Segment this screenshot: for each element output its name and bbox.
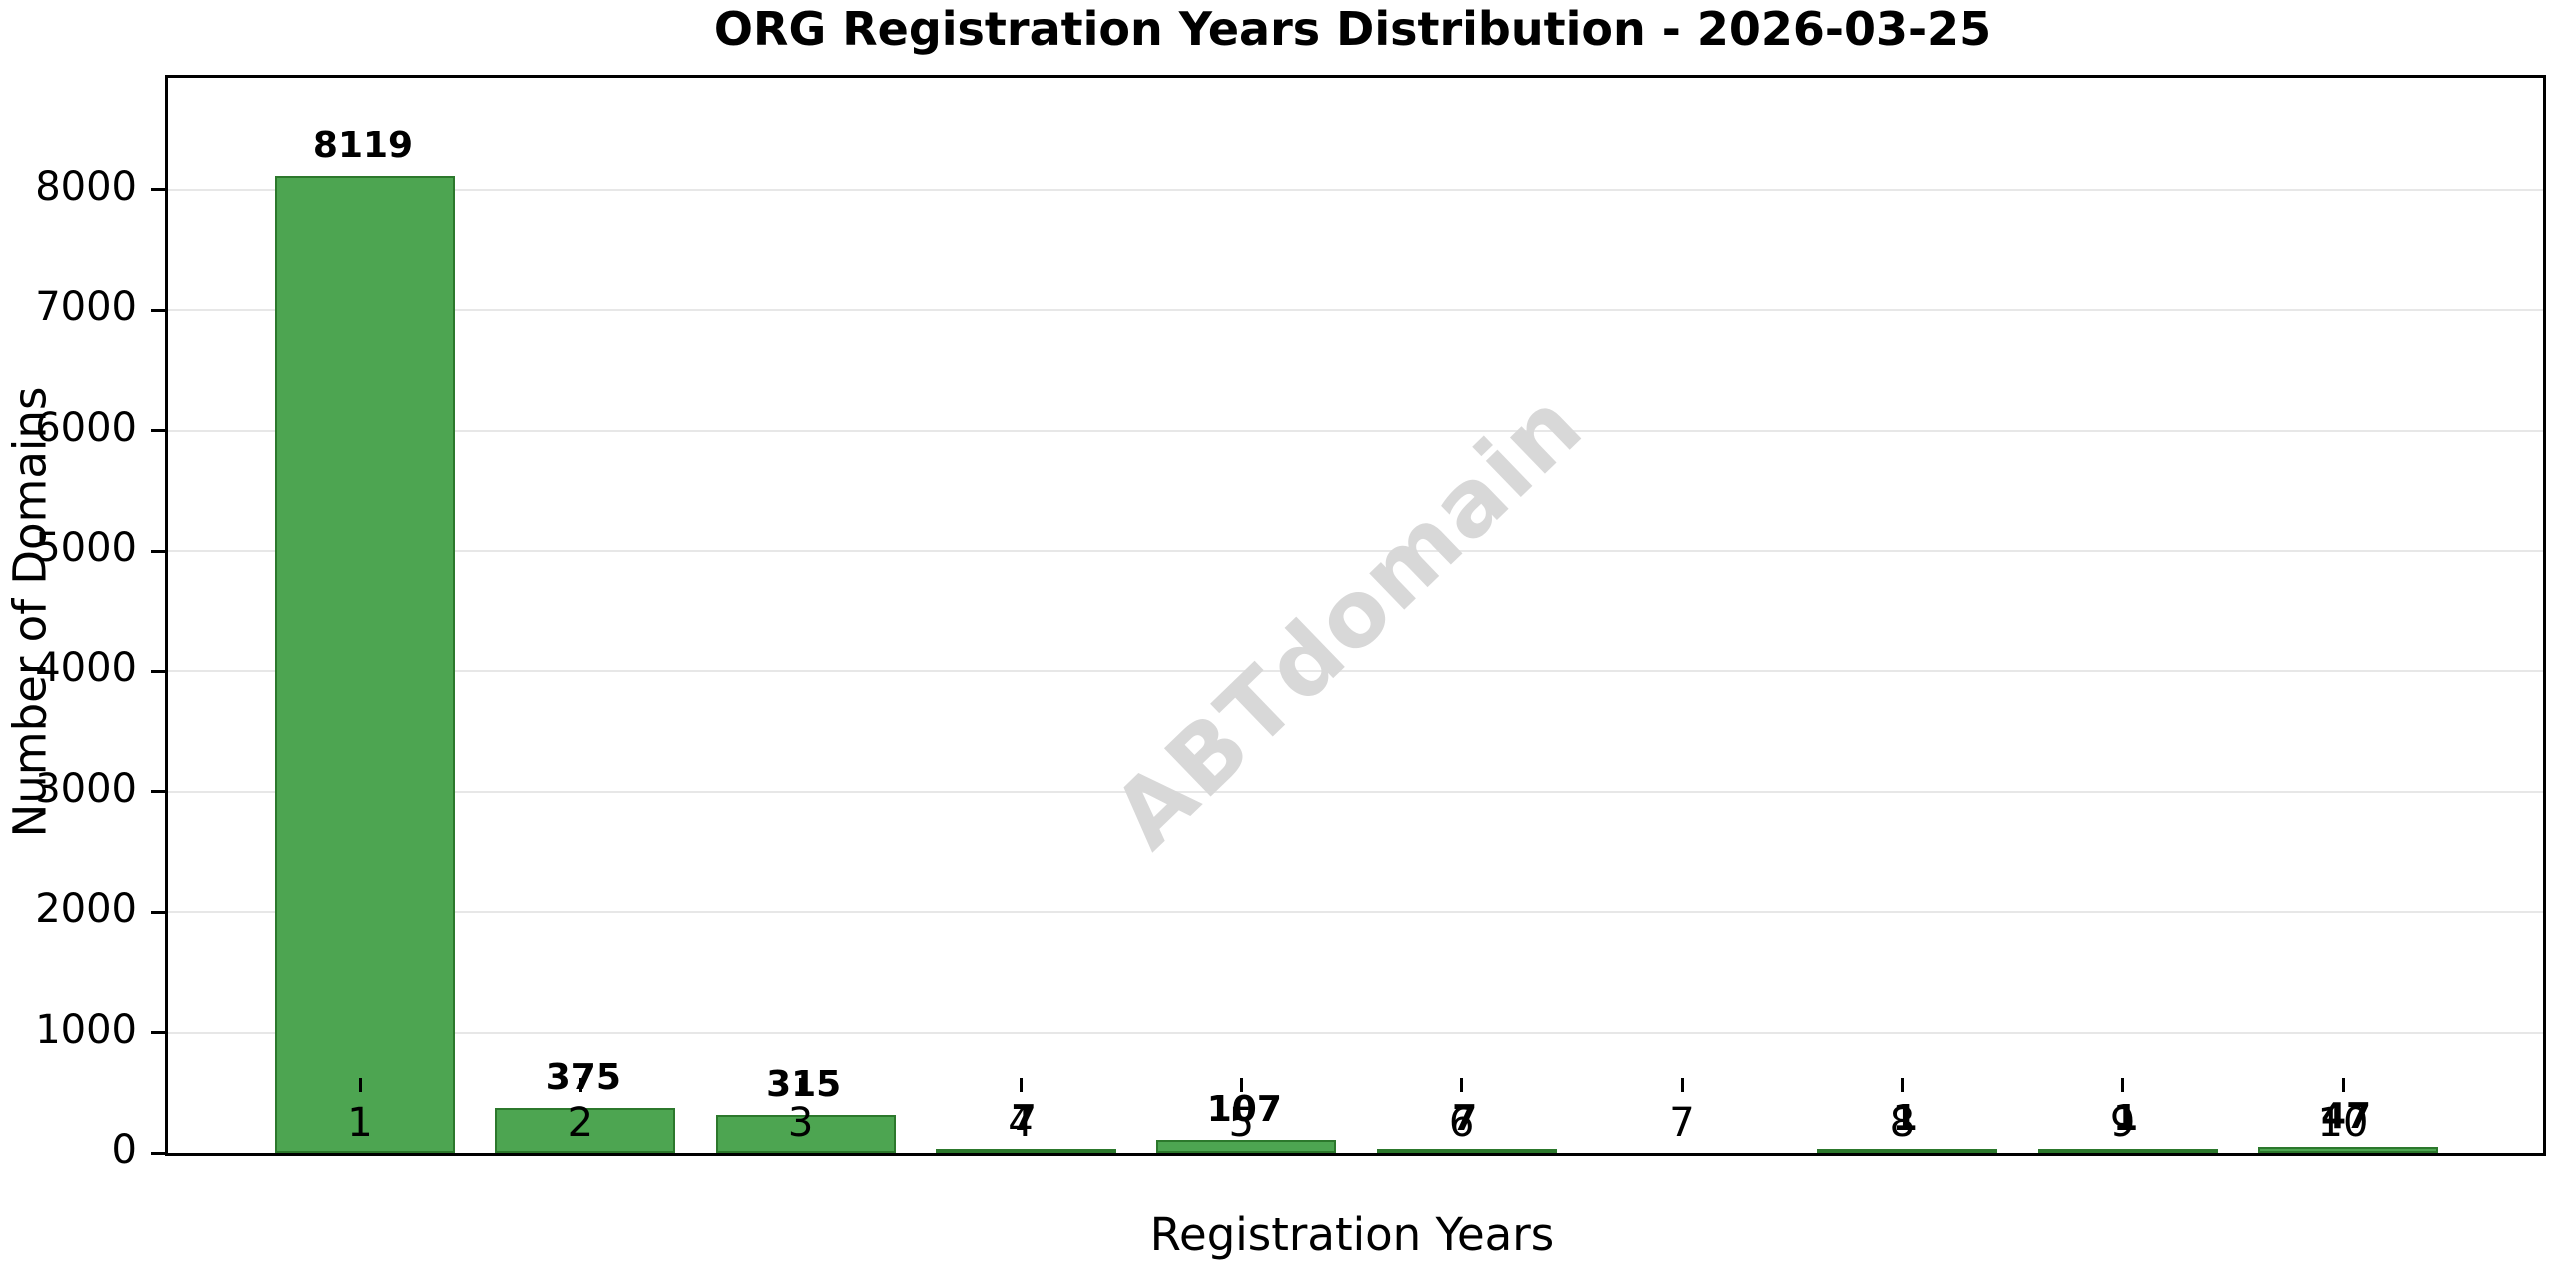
bar-value-label: 7 bbox=[1011, 1098, 1037, 1139]
y-tick-label: 1000 bbox=[35, 1006, 137, 1053]
bar bbox=[275, 175, 455, 1153]
x-tick-label: 7 bbox=[1669, 1100, 1695, 1146]
bar-value-label: 1 bbox=[1892, 1098, 1918, 1139]
bar bbox=[1156, 1140, 1337, 1153]
y-tick-label: 5000 bbox=[35, 525, 137, 572]
gridline bbox=[168, 188, 2543, 191]
x-tick-mark bbox=[1460, 1078, 1464, 1092]
y-tick-mark bbox=[151, 549, 165, 553]
bar bbox=[2258, 1147, 2438, 1153]
y-tick-mark bbox=[151, 1031, 165, 1035]
plot-area: ABTdomain 8119 375 315 7 107 7 1 1 47 bbox=[151, 75, 2546, 1156]
y-tick-mark bbox=[151, 188, 165, 192]
x-tick-label: 9 bbox=[2109, 1100, 2136, 1146]
y-tick-label: 7000 bbox=[35, 284, 137, 331]
bar-value-label: 375 bbox=[545, 1056, 621, 1098]
bar-value-label: 8119 bbox=[312, 124, 414, 166]
x-tick-label: 5 bbox=[1228, 1100, 1255, 1146]
bar bbox=[715, 1115, 896, 1153]
gridline bbox=[168, 309, 2543, 312]
bar-value-label: 107 bbox=[1206, 1089, 1282, 1131]
x-tick-mark bbox=[799, 1078, 803, 1092]
bar bbox=[1817, 1149, 1998, 1153]
x-tick-label: 6 bbox=[1448, 1100, 1475, 1146]
bar-value-label: 47 bbox=[2320, 1096, 2372, 1138]
y-tick-label: 0 bbox=[111, 1127, 137, 1173]
gridline bbox=[168, 790, 2543, 793]
gridline bbox=[168, 429, 2543, 432]
y-tick-label: 3000 bbox=[35, 765, 137, 812]
x-tick-mark bbox=[358, 1078, 362, 1092]
y-tick-mark bbox=[151, 910, 165, 914]
x-tick-mark bbox=[1900, 1078, 1904, 1092]
bar bbox=[2037, 1149, 2218, 1153]
bar-value-label: 315 bbox=[766, 1064, 842, 1106]
x-tick-mark bbox=[1239, 1078, 1243, 1092]
gridline bbox=[168, 911, 2543, 914]
x-tick-label: 10 bbox=[2317, 1100, 2369, 1146]
x-tick-mark bbox=[2121, 1078, 2125, 1092]
bar bbox=[495, 1107, 676, 1153]
x-axis-label: Registration Years bbox=[1149, 1208, 1555, 1261]
y-tick-mark bbox=[151, 1151, 165, 1155]
x-tick-label: 2 bbox=[567, 1100, 594, 1146]
bar-value-label: 7 bbox=[1452, 1098, 1478, 1139]
x-tick-label: 8 bbox=[1889, 1100, 1916, 1146]
x-tick-mark bbox=[1019, 1078, 1023, 1092]
x-tick-label: 3 bbox=[787, 1100, 814, 1146]
y-tick-mark bbox=[151, 308, 165, 312]
x-tick-mark bbox=[2341, 1078, 2345, 1092]
chart-title: ORG Registration Years Distribution - 20… bbox=[713, 2, 1992, 56]
y-tick-label: 2000 bbox=[35, 886, 137, 933]
y-tick-label: 6000 bbox=[35, 404, 137, 451]
gridline bbox=[168, 550, 2543, 553]
bar bbox=[936, 1149, 1116, 1153]
bar-value-label: 1 bbox=[2113, 1098, 2139, 1139]
y-tick-mark bbox=[151, 429, 165, 433]
y-tick-label: 4000 bbox=[35, 645, 137, 692]
gridline bbox=[168, 1031, 2543, 1034]
x-tick-label: 4 bbox=[1008, 1100, 1034, 1146]
y-tick-mark bbox=[151, 669, 165, 673]
gridline bbox=[168, 670, 2543, 673]
watermark-text: ABTdomain bbox=[1092, 370, 1604, 870]
bar bbox=[1376, 1149, 1557, 1153]
x-tick-label: 1 bbox=[347, 1100, 373, 1146]
x-tick-mark bbox=[1680, 1078, 1684, 1092]
x-tick-mark bbox=[578, 1078, 582, 1092]
y-tick-label: 8000 bbox=[35, 163, 137, 210]
y-tick-mark bbox=[151, 790, 165, 794]
